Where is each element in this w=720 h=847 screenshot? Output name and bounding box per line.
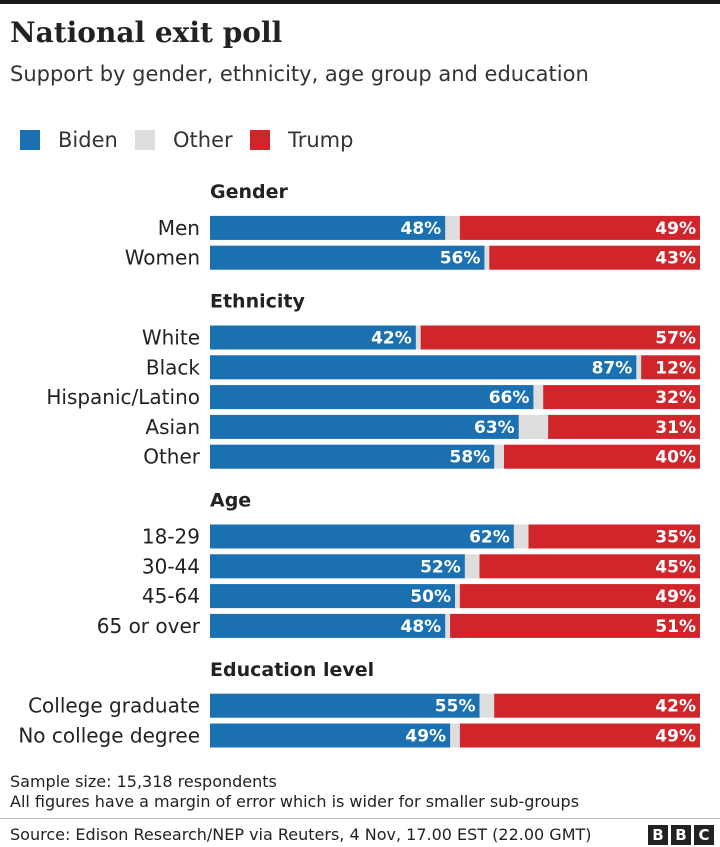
row-label-asian: Asian (145, 415, 200, 439)
bar-biden-65-or-over (210, 613, 446, 638)
legend-swatch-biden (20, 130, 40, 150)
margin-of-error-note: All figures have a margin of error which… (10, 792, 580, 811)
sample-size-note: Sample size: 15,318 respondents (10, 772, 277, 791)
value-label-biden-white: 42% (371, 329, 412, 349)
value-label-trump-hispanic-latino: 32% (655, 388, 696, 408)
group-title-age: Age (210, 490, 251, 512)
value-label-biden-women: 56% (440, 249, 481, 269)
legend-swatch-trump (250, 130, 270, 150)
bar-biden-hispanic-latino (210, 385, 534, 410)
row-label-65-or-over: 65 or over (97, 614, 201, 638)
bar-biden-18-29 (210, 524, 514, 549)
group-title-ethnicity: Ethnicity (210, 291, 305, 313)
chart-subtitle: Support by gender, ethnicity, age group … (10, 62, 589, 86)
stacked-bar-chart: Gender Men 48% 49% Women 56% 43% Ethnicity White… (18, 181, 700, 748)
value-label-biden-hispanic-latino: 66% (489, 388, 530, 408)
bar-trump-30-44 (479, 554, 700, 579)
value-label-biden-45-64: 50% (410, 587, 451, 607)
value-label-trump-no-college-degree: 49% (655, 727, 696, 747)
bar-trump-women (489, 245, 700, 270)
row-label-other: Other (143, 445, 201, 469)
bar-trump-college-graduate (494, 693, 700, 718)
chart-title: National exit poll (10, 16, 283, 49)
bar-trump-no-college-degree (459, 723, 700, 748)
top-rule (0, 0, 720, 4)
row-label-30-44: 30-44 (142, 554, 200, 578)
row-label-hispanic-latino: Hispanic/Latino (46, 385, 200, 409)
bar-trump-black (641, 355, 700, 380)
bbc-logo-letter: B (671, 825, 691, 845)
value-label-trump-black: 12% (655, 358, 696, 378)
row-label-college-graduate: College graduate (28, 694, 200, 718)
group-title-education-level: Education level (210, 659, 374, 681)
bbc-logo-letter: B (648, 825, 668, 845)
bar-trump-white (420, 325, 700, 350)
bar-biden-black (210, 355, 637, 380)
value-label-biden-men: 48% (400, 219, 441, 239)
bar-biden-other (210, 444, 495, 469)
row-label-no-college-degree: No college degree (18, 724, 200, 748)
value-label-trump-asian: 31% (655, 418, 696, 438)
value-label-trump-18-29: 35% (655, 528, 696, 548)
legend-label-other: Other (173, 128, 233, 152)
bar-biden-white (210, 325, 416, 350)
value-label-trump-college-graduate: 42% (655, 697, 696, 717)
bbc-logo-letter: C (694, 825, 714, 845)
value-label-trump-30-44: 45% (655, 557, 696, 577)
value-label-trump-men: 49% (655, 219, 696, 239)
bar-trump-asian (548, 414, 700, 439)
value-label-trump-other: 40% (655, 448, 696, 468)
group-title-gender: Gender (210, 181, 288, 203)
bar-biden-no-college-degree (210, 723, 451, 748)
value-label-biden-30-44: 52% (420, 557, 461, 577)
footer-divider (0, 818, 720, 819)
value-label-trump-65-or-over: 51% (655, 617, 696, 637)
value-label-biden-no-college-degree: 49% (405, 727, 446, 747)
bar-trump-45-64 (459, 584, 700, 609)
row-label-18-29: 18-29 (142, 525, 200, 549)
bar-biden-men (210, 215, 446, 240)
row-label-white: White (142, 326, 200, 350)
value-label-trump-white: 57% (655, 329, 696, 349)
legend-label-trump: Trump (288, 128, 354, 152)
bar-trump-65-or-over (450, 613, 700, 638)
bar-biden-women (210, 245, 485, 270)
bar-trump-18-29 (528, 524, 700, 549)
row-label-women: Women (125, 246, 200, 270)
bbc-logo: B B C (648, 825, 714, 845)
bar-biden-college-graduate (210, 693, 480, 718)
bar-biden-45-64 (210, 584, 455, 609)
legend-label-biden: Biden (58, 128, 118, 152)
value-label-biden-65-or-over: 48% (400, 617, 441, 637)
value-label-biden-black: 87% (592, 358, 633, 378)
value-label-trump-45-64: 49% (655, 587, 696, 607)
bar-trump-other (504, 444, 700, 469)
value-label-biden-asian: 63% (474, 418, 515, 438)
bar-trump-hispanic-latino (543, 385, 700, 410)
value-label-biden-college-graduate: 55% (435, 697, 476, 717)
bar-biden-asian (210, 414, 519, 439)
row-label-men: Men (158, 216, 200, 240)
value-label-biden-18-29: 62% (469, 528, 510, 548)
row-label-black: Black (146, 355, 201, 379)
bar-biden-30-44 (210, 554, 465, 579)
value-label-trump-women: 43% (655, 249, 696, 269)
source-note: Source: Edison Research/NEP via Reuters,… (10, 825, 592, 844)
row-label-45-64: 45-64 (142, 584, 200, 608)
value-label-biden-other: 58% (449, 448, 490, 468)
bar-trump-men (459, 215, 700, 240)
legend-swatch-other (135, 130, 155, 150)
